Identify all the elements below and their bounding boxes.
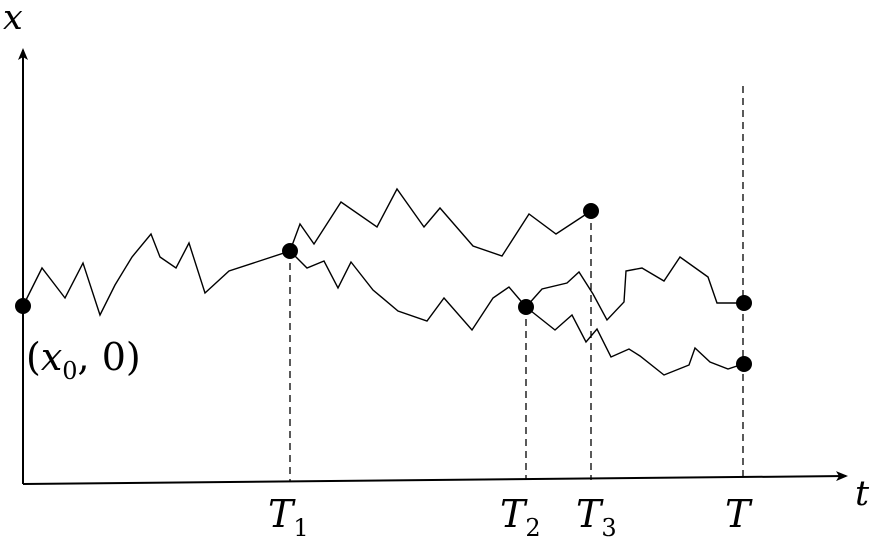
path-initial [22, 232, 291, 317]
origin-label: (x0, 0) [26, 335, 141, 385]
tick-label-t1: T1 [268, 492, 309, 542]
end-point-t-upper [736, 295, 752, 311]
branch-point-t2 [518, 299, 534, 315]
x-axis-label: t [855, 474, 870, 514]
path-final-lower [525, 306, 744, 376]
y-axis-label: x [3, 0, 23, 38]
tick-label-t2: T2 [500, 492, 541, 542]
branch-point-t1 [282, 243, 298, 259]
origin-point [15, 298, 31, 314]
path-final-upper [525, 256, 743, 322]
path-branch-upper [289, 187, 592, 257]
x-axis [22, 471, 848, 485]
path-branch-lower [289, 250, 527, 332]
end-point-t3 [583, 203, 599, 219]
tick-label-t3: T3 [576, 492, 617, 542]
end-point-t-lower [736, 356, 752, 372]
tick-label-t: T [725, 492, 753, 536]
